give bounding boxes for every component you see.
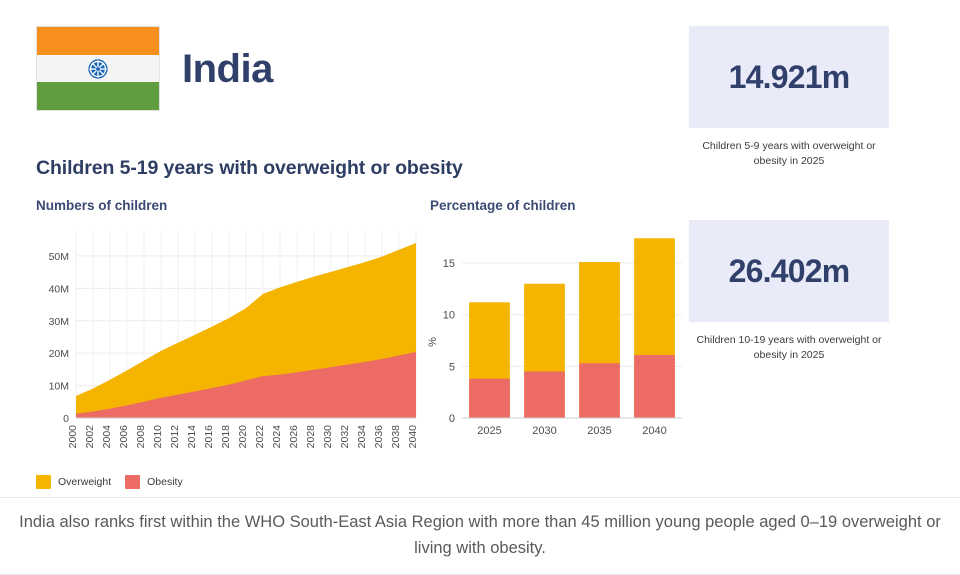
area-series-obesity <box>76 351 416 418</box>
svg-text:2026: 2026 <box>288 425 300 449</box>
svg-text:2040: 2040 <box>407 425 419 449</box>
stat-value: 14.921m <box>728 58 851 95</box>
bar-obesity-2025 <box>469 378 510 418</box>
svg-text:10M: 10M <box>49 381 69 393</box>
chart-legend: Overweight Obesity <box>36 475 183 489</box>
svg-text:2006: 2006 <box>118 425 130 449</box>
svg-text:0: 0 <box>63 413 69 425</box>
area-chart-y-axis: 0 10M 20M 30M 40M 50M <box>49 251 70 425</box>
bar-obesity-2040 <box>634 354 675 418</box>
svg-text:2018: 2018 <box>220 425 232 449</box>
page-title: India <box>182 46 273 91</box>
area-chart-x-axis: 2000 2002 2004 2006 2008 2010 2012 2014 2016 2018… <box>67 425 419 449</box>
stat-value: 26.402m <box>728 252 851 289</box>
svg-text:2024: 2024 <box>271 425 283 449</box>
svg-text:2030: 2030 <box>532 425 556 437</box>
svg-text:2004: 2004 <box>101 425 113 449</box>
svg-text:2040: 2040 <box>642 425 666 437</box>
svg-text:2025: 2025 <box>477 425 501 437</box>
legend-label-overweight: Overweight <box>58 476 112 488</box>
svg-text:2035: 2035 <box>587 425 611 437</box>
footer-note: India also ranks first within the WHO So… <box>0 497 960 575</box>
svg-text:20M: 20M <box>49 348 69 360</box>
stat-caption: Children 5-9 years with overweight or ob… <box>702 140 876 168</box>
svg-text:2034: 2034 <box>356 425 368 449</box>
stat-card-children-5-9: 14.921m Children 5-9 years with overweig… <box>689 26 889 169</box>
svg-text:2036: 2036 <box>373 425 385 449</box>
svg-text:30M: 30M <box>49 316 69 328</box>
svg-text:2038: 2038 <box>390 425 402 449</box>
svg-text:2012: 2012 <box>169 425 181 449</box>
svg-text:15: 15 <box>443 258 455 270</box>
svg-text:2014: 2014 <box>186 425 198 449</box>
percentage-of-children-bar-chart: 0 5 10 15 2025 2030 2035 2040 % <box>427 238 682 437</box>
svg-text:40M: 40M <box>49 283 69 295</box>
flag-band-green <box>37 82 159 111</box>
svg-text:5: 5 <box>449 361 455 373</box>
stat-card-children-10-19: 26.402m Children 10-19 years with overwe… <box>689 220 889 363</box>
india-flag-icon <box>36 26 160 111</box>
stat-caption: Children 10-19 years with overweight or … <box>696 334 882 362</box>
flag-band-saffron <box>37 27 159 55</box>
legend-swatch-obesity <box>125 475 141 489</box>
legend-label-obesity: Obesity <box>147 476 183 488</box>
svg-text:2010: 2010 <box>152 425 164 449</box>
svg-text:50M: 50M <box>49 251 69 263</box>
svg-text:2022: 2022 <box>254 425 266 449</box>
svg-text:10: 10 <box>443 310 455 322</box>
svg-text:2030: 2030 <box>322 425 334 449</box>
stat-value-box: 14.921m <box>689 26 889 128</box>
ashoka-chakra-icon <box>88 58 108 79</box>
numbers-of-children-area-chart: 0 10M 20M 30M 40M 50M 2000 2002 2004 2006 2008 201… <box>49 230 419 449</box>
svg-text:0: 0 <box>449 413 455 425</box>
bar-chart-y-axis: 0 5 10 15 <box>443 258 455 425</box>
svg-text:2032: 2032 <box>339 425 351 449</box>
bar-obesity-2035 <box>579 363 620 418</box>
bar-chart-x-axis: 2025 2030 2035 2040 <box>477 425 666 437</box>
svg-text:2008: 2008 <box>135 425 147 449</box>
bar-chart-bars <box>469 238 675 418</box>
section-heading: Children 5-19 years with overweight or o… <box>36 157 463 179</box>
svg-text:2020: 2020 <box>237 425 249 449</box>
stat-value-box: 26.402m <box>689 220 889 322</box>
bar-obesity-2030 <box>524 371 565 418</box>
country-header: India <box>36 26 273 111</box>
legend-item-overweight: Overweight <box>36 475 111 489</box>
bar-chart-y-axis-title: % <box>427 337 439 347</box>
left-chart-subtitle: Numbers of children <box>36 198 168 213</box>
right-chart-subtitle: Percentage of children <box>430 198 576 213</box>
svg-text:2016: 2016 <box>203 425 215 449</box>
svg-text:2000: 2000 <box>67 425 79 449</box>
footer-text: India also ranks first within the WHO So… <box>19 513 941 557</box>
legend-item-obesity: Obesity <box>125 475 183 489</box>
legend-swatch-overweight <box>36 475 51 489</box>
svg-text:2028: 2028 <box>305 425 317 449</box>
svg-text:2002: 2002 <box>84 425 96 449</box>
